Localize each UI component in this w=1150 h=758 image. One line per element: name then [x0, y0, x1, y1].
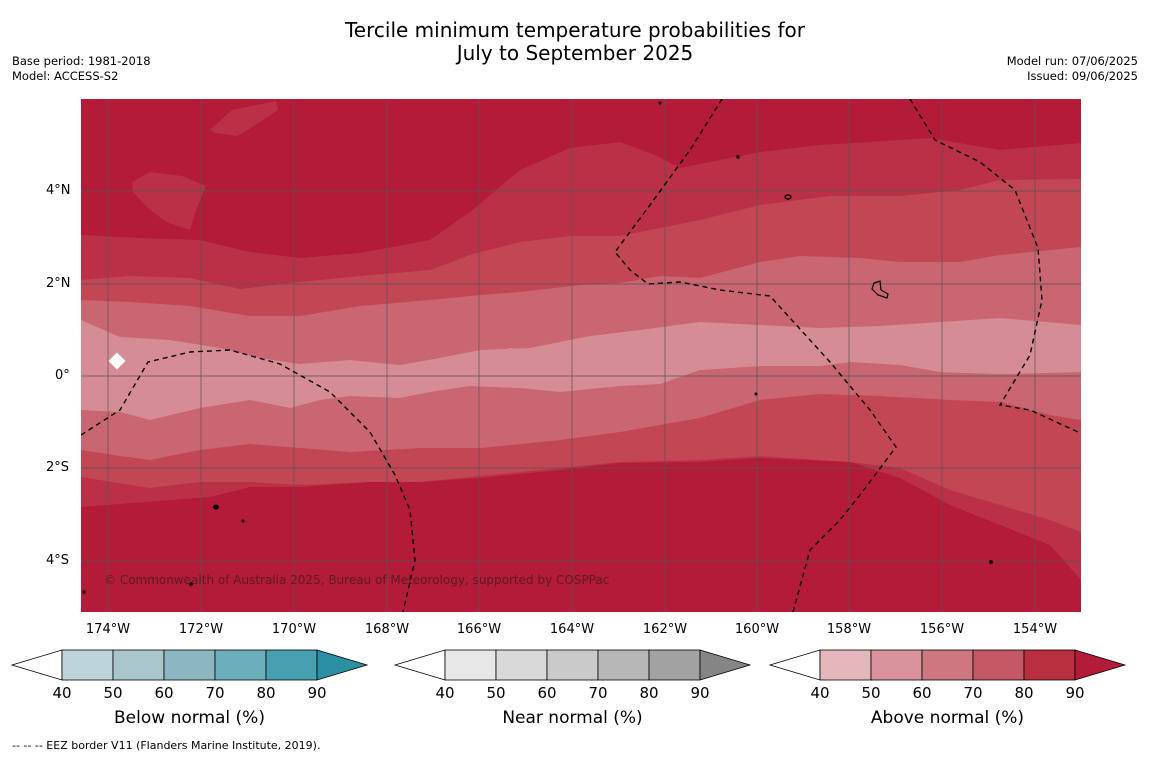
colorbar-under-triangle: [10, 649, 63, 681]
eez-footnote: -- -- -- EEZ border V11 (Flanders Marine…: [12, 739, 321, 752]
colorbar-1: [393, 649, 752, 681]
colorbar-set: [10, 649, 1127, 681]
lon-label-154w: 154°W: [1012, 622, 1058, 637]
island-north: [658, 101, 662, 105]
colorbar-tick-label: 50: [861, 684, 881, 702]
island-phoenix-2: [241, 519, 245, 523]
lat-label-4n: 4°N: [46, 183, 71, 198]
band-40-50-west: [81, 345, 250, 384]
colorbar-tick-label: 60: [154, 684, 174, 702]
colorbar-segment: [61, 649, 114, 681]
colorbar-segment: [112, 649, 165, 681]
lat-label-0: 0°: [55, 368, 70, 383]
colorbar-segment: [648, 649, 701, 681]
lat-label-2s: 2°S: [46, 460, 70, 475]
colorbar-segment: [1023, 649, 1076, 681]
map-title-line1: Tercile minimum temperature probabilitie…: [344, 18, 806, 42]
colorbar-tick-label: 40: [52, 684, 72, 702]
colorbar-segment: [214, 649, 267, 681]
colorbar-tick-label: 40: [435, 684, 455, 702]
lon-label-162w: 162°W: [642, 622, 688, 637]
colorbar-2: [768, 649, 1127, 681]
colorbar-tick-label: 80: [639, 684, 659, 702]
eez-border-east: [909, 99, 1079, 433]
issued-label: Issued: 09/06/2025: [1027, 69, 1138, 83]
copyright-text: © Commonwealth of Australia 2025, Bureau…: [104, 573, 609, 587]
colorbar-under-triangle: [393, 649, 446, 681]
colorbar-under-triangle: [768, 649, 821, 681]
colorbar-tick-label: 70: [963, 684, 983, 702]
colorbar-segment: [921, 649, 974, 681]
colorbar-0: [10, 649, 369, 681]
island-phoenix-3: [189, 582, 193, 586]
meta-right: Model run: 07/06/2025 Issued: 09/06/2025: [1007, 54, 1138, 84]
eez-border-central: [614, 99, 897, 612]
islands: [82, 101, 993, 594]
colorbar-segment: [444, 649, 497, 681]
eez-borders: [81, 99, 1079, 612]
island-tabuaeran: [784, 194, 792, 200]
island-flint: [989, 560, 993, 564]
band-40-50-east: [425, 338, 1081, 390]
colorbar-segment: [972, 649, 1025, 681]
island-sw: [82, 590, 86, 594]
colorbar-title: Above normal (%): [870, 708, 1025, 728]
lon-label-174w: 174°W: [85, 622, 131, 637]
band-70-80-patch-north: [210, 101, 278, 136]
lon-label-158w: 158°W: [826, 622, 872, 637]
colorbar-tick-label: 70: [205, 684, 225, 702]
colorbar-segment: [819, 649, 872, 681]
colorbar-over-triangle: [1074, 649, 1127, 681]
colorbar-title: Below normal (%): [114, 708, 265, 728]
lat-label-2n: 2°N: [46, 276, 71, 291]
band-70-80-patch: [132, 172, 206, 230]
colorbar-tick-label: 90: [690, 684, 710, 702]
colorbar-segment: [546, 649, 599, 681]
lon-label-172w: 172°W: [178, 622, 224, 637]
island-jarvis: [754, 392, 758, 396]
model-run-label: Model run: 07/06/2025: [1006, 54, 1138, 68]
colorbar-title: Near normal (%): [502, 708, 643, 728]
colorbar-tick-label: 80: [1014, 684, 1034, 702]
colorbar-tick-label: 50: [486, 684, 506, 702]
model-label: Model: ACCESS-S2: [12, 69, 119, 83]
band-50-60-south: [81, 362, 1081, 452]
lon-label-168w: 168°W: [364, 622, 410, 637]
lat-label-4s: 4°S: [46, 553, 70, 568]
colorbar-tick-label: 50: [103, 684, 123, 702]
colorbar-segment: [265, 649, 318, 681]
meta-left: Base period: 1981-2018 Model: ACCESS-S2: [12, 54, 151, 84]
colorbar-over-triangle: [316, 649, 369, 681]
colorbar-tick-label: 90: [1065, 684, 1085, 702]
base-period-label: Base period: 1981-2018: [12, 54, 151, 68]
colorbar-tick-label: 60: [537, 684, 557, 702]
lon-label-156w: 156°W: [919, 622, 965, 637]
colorbar-tick-label: 90: [307, 684, 327, 702]
colorbar-segment: [870, 649, 923, 681]
colorbar-segment: [495, 649, 548, 681]
lon-label-166w: 166°W: [456, 622, 502, 637]
graticule: [81, 99, 1081, 612]
colorbar-tick-label: 40: [810, 684, 830, 702]
lon-label-160w: 160°W: [734, 622, 780, 637]
island-phoenix-1: [213, 504, 219, 510]
colorbar-tick-label: 80: [256, 684, 276, 702]
colorbar-segment: [597, 649, 650, 681]
station-marker: [108, 352, 126, 370]
colorbar-tick-label: 60: [912, 684, 932, 702]
eez-border-west: [81, 349, 416, 612]
lon-label-170w: 170°W: [271, 622, 317, 637]
island-kiritimati: [871, 280, 889, 299]
colorbar-segment: [163, 649, 216, 681]
map-title-line2: July to September 2025: [456, 41, 694, 65]
lon-label-164w: 164°W: [549, 622, 595, 637]
colorbar-over-triangle: [699, 649, 752, 681]
colorbar-tick-label: 70: [588, 684, 608, 702]
island-teraina: [736, 155, 740, 159]
map-canvas: © Commonwealth of Australia 2025, Bureau…: [81, 99, 1081, 612]
